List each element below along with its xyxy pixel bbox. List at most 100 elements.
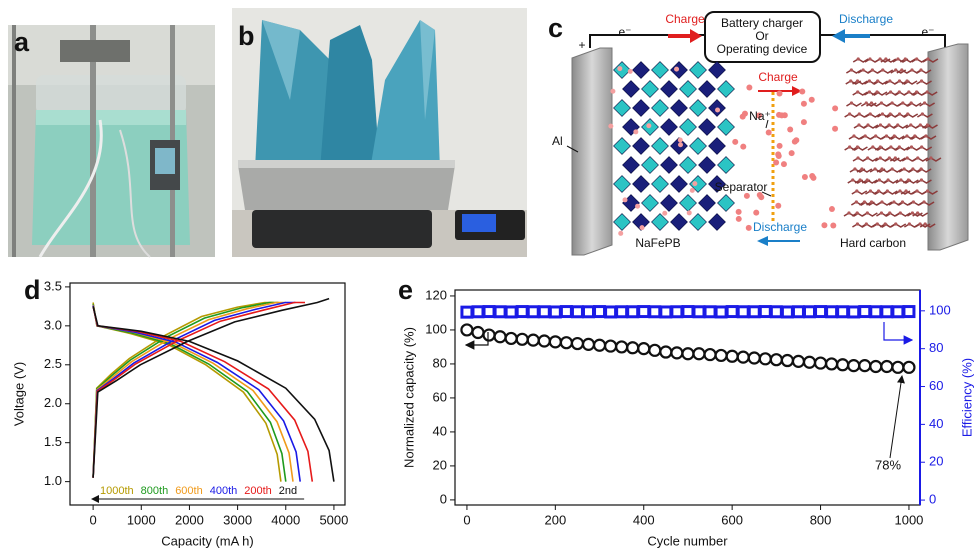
- carbon-atom: [852, 134, 856, 138]
- carbon-atom: [915, 189, 919, 193]
- carbon-sheet: [889, 157, 906, 162]
- ion: [828, 206, 835, 213]
- lattice-node: [613, 213, 631, 231]
- marker: [891, 360, 905, 374]
- ion: [635, 203, 641, 209]
- carbon-atom: [904, 189, 908, 193]
- carbon-sheet: [894, 212, 911, 217]
- lattice-node: [632, 61, 650, 79]
- ion: [686, 210, 692, 216]
- annotation-pointer: [889, 375, 905, 459]
- x-axis-title: Capacity (mA h): [161, 533, 253, 548]
- marker: [504, 331, 518, 346]
- ion: [821, 222, 828, 229]
- lattice-node: [613, 61, 631, 79]
- ion: [662, 210, 668, 216]
- label: Discharge: [753, 220, 807, 234]
- marker: [537, 334, 551, 348]
- y-tick-label: 3.5: [44, 278, 62, 293]
- carbon-atom: [877, 178, 881, 182]
- marker: [891, 305, 905, 319]
- carbon-atom: [911, 167, 915, 171]
- marker: [813, 356, 828, 370]
- marker: [482, 305, 496, 319]
- lattice-node: [717, 80, 735, 98]
- lattice-node: [689, 137, 707, 155]
- ion: [715, 107, 721, 113]
- photo-product: [232, 8, 527, 257]
- marker: [824, 357, 839, 371]
- ion: [646, 123, 652, 129]
- carbon-atom: [855, 189, 859, 193]
- carbon-atom: [869, 101, 874, 105]
- carbon-atom: [868, 112, 872, 116]
- carbon-atom: [899, 178, 903, 182]
- ion: [765, 129, 772, 136]
- carbon-atom: [907, 222, 911, 226]
- carbon-sheet: [845, 69, 862, 74]
- carbon-atom: [897, 112, 902, 116]
- carbon-sheet: [856, 168, 873, 173]
- carbon-atom: [923, 222, 927, 226]
- label: NaFePB: [635, 236, 680, 250]
- x-tick-label: 600: [721, 512, 743, 527]
- carbon-atom: [909, 123, 913, 127]
- y2-tick-label: 60: [929, 378, 943, 393]
- marker: [592, 338, 607, 352]
- carbon-atom: [925, 123, 930, 127]
- lattice-node: [641, 80, 659, 98]
- x-tick-label: 0: [90, 512, 97, 527]
- carbon-sheet: [843, 212, 860, 217]
- carbon-sheet: [846, 102, 862, 107]
- marker: [460, 305, 474, 319]
- y-axis-title: Voltage (V): [11, 362, 26, 426]
- marker: [604, 305, 618, 319]
- lattice-node: [660, 156, 678, 174]
- carbon-atom: [929, 156, 933, 160]
- ion: [745, 224, 752, 231]
- marker: [581, 305, 595, 319]
- carbon-sheet: [907, 168, 924, 173]
- carbon-sheet: [890, 223, 907, 228]
- label: Or: [755, 29, 768, 43]
- lattice-node: [613, 137, 631, 155]
- carbon-atom: [861, 68, 865, 72]
- carbon-sheet: [916, 113, 933, 118]
- carbon-atom: [913, 134, 917, 138]
- carbon-sheet: [845, 80, 862, 85]
- carbon-atom: [906, 112, 910, 116]
- marker: [692, 347, 706, 361]
- marker: [836, 305, 850, 319]
- carbon-atom: [925, 90, 929, 94]
- marker: [802, 355, 817, 369]
- carbon-atom: [874, 134, 878, 138]
- marker: [548, 335, 562, 349]
- carbon-atom: [867, 79, 872, 83]
- carbon-sheet: [861, 212, 878, 217]
- carbon-atom: [916, 156, 920, 160]
- y-tick-label: 0: [440, 491, 447, 506]
- y-tick-label: 100: [425, 321, 447, 336]
- lattice-node: [698, 118, 716, 136]
- ion: [732, 138, 739, 145]
- carbon-sheet: [901, 80, 918, 85]
- marker: [780, 305, 794, 319]
- carbon-atom: [885, 189, 889, 193]
- ion: [753, 209, 760, 216]
- carbon-sheet: [897, 102, 914, 107]
- legend-label: 2nd: [279, 485, 297, 497]
- lattice-node: [689, 61, 707, 79]
- carbon-atom: [909, 101, 913, 105]
- marker: [802, 305, 816, 319]
- carbon-atom: [886, 178, 890, 182]
- ion: [608, 123, 614, 129]
- lattice-node: [651, 99, 669, 117]
- ion: [610, 88, 616, 94]
- marker: [570, 305, 584, 319]
- lattice-node: [679, 118, 697, 136]
- ion: [800, 100, 807, 107]
- carbon-atom: [888, 90, 893, 94]
- carbon-atom: [866, 156, 870, 160]
- legend-label: 600th: [175, 485, 203, 497]
